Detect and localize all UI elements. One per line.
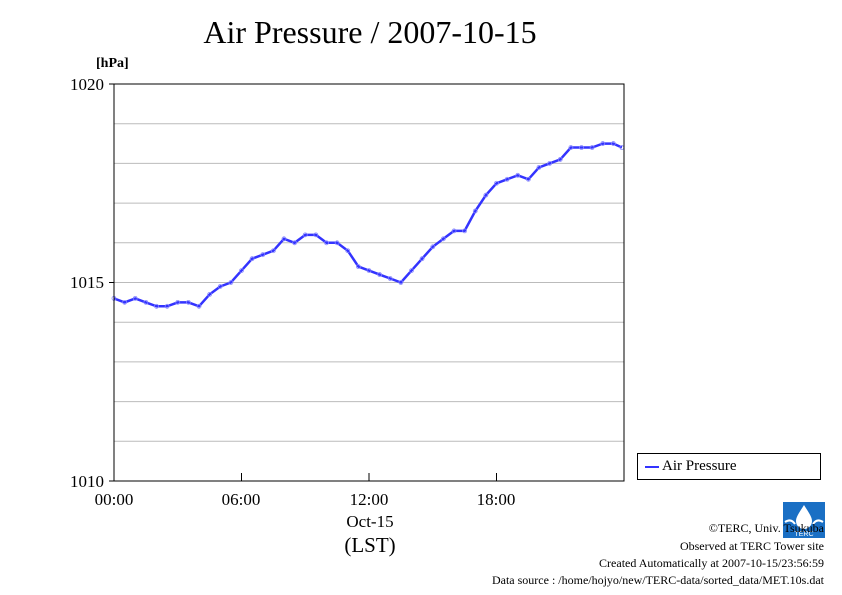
logo-text: TERC: [794, 531, 813, 538]
data-point: [430, 244, 436, 250]
terc-logo-icon: TERC: [783, 502, 825, 538]
data-point: [122, 299, 128, 305]
data-point: [164, 303, 170, 309]
data-point: [409, 268, 414, 273]
x-tick-label-1800: 18:00: [476, 490, 516, 509]
data-point: [196, 303, 202, 309]
series-air-pressure: [111, 141, 625, 309]
y-tick-label-1015: 1015: [70, 273, 104, 292]
data-point: [536, 164, 542, 170]
x-tick-label-1200: 12:00: [349, 490, 389, 509]
series-line: [113, 142, 623, 308]
axis-ticks: [109, 83, 497, 482]
data-point: [292, 240, 298, 246]
data-point: [387, 276, 393, 281]
data-point: [451, 228, 457, 234]
data-point: [515, 172, 521, 178]
data-point: [589, 145, 595, 150]
data-point: [345, 248, 351, 254]
data-point: [504, 176, 510, 182]
data-point: [377, 272, 383, 277]
x-axis-timezone-label: (LST): [344, 533, 396, 557]
data-point: [228, 280, 234, 285]
data-point: [281, 236, 287, 242]
legend: Air Pressure: [637, 453, 821, 480]
data-point: [440, 236, 446, 242]
data-point: [462, 228, 468, 234]
data-point: [472, 208, 478, 214]
data-point: [355, 264, 361, 270]
data-point: [334, 240, 340, 246]
data-point: [132, 295, 138, 301]
grid-lines: [114, 123, 624, 442]
data-point: [398, 280, 404, 285]
data-point: [260, 252, 266, 258]
data-point: [249, 256, 255, 262]
data-point: [207, 292, 213, 297]
x-tick-label-0600: 06:00: [221, 490, 261, 509]
data-point: [579, 145, 584, 150]
data-point: [600, 141, 606, 146]
data-point: [185, 299, 191, 305]
data-point: [366, 268, 372, 273]
y-tick-label-1020: 1020: [70, 75, 104, 94]
data-point: [494, 180, 499, 186]
legend-swatch: [645, 466, 659, 468]
data-point: [175, 299, 181, 305]
y-tick-label-1010: 1010: [70, 472, 104, 491]
data-point: [610, 141, 616, 146]
data-point: [419, 256, 425, 262]
legend-label: Air Pressure: [662, 458, 737, 474]
data-point: [568, 145, 574, 150]
data-point: [154, 303, 159, 309]
data-point: [239, 268, 244, 273]
x-axis-date-label: Oct-15: [346, 512, 394, 531]
footer-data-source: Data source : /home/hojyo/new/TERC-data/…: [491, 573, 824, 587]
footer-copyright: ©TERC, Univ. Tsukuba: [708, 521, 824, 535]
data-point: [302, 232, 308, 238]
x-tick-label-0000: 00:00: [94, 490, 134, 509]
data-point: [217, 284, 223, 289]
data-point: [270, 248, 276, 254]
data-point: [324, 240, 329, 246]
footer-created: Created Automatically at 2007-10-15/23:5…: [599, 556, 824, 570]
data-point: [557, 157, 563, 162]
data-point: [547, 160, 553, 166]
footer-observed: Observed at TERC Tower site: [679, 539, 824, 553]
data-point: [313, 232, 319, 238]
data-point: [525, 176, 531, 182]
data-point: [143, 299, 149, 305]
data-point: [483, 192, 489, 198]
chart-title: Air Pressure / 2007-10-15: [203, 14, 537, 50]
y-axis-unit: [hPa]: [96, 56, 129, 71]
